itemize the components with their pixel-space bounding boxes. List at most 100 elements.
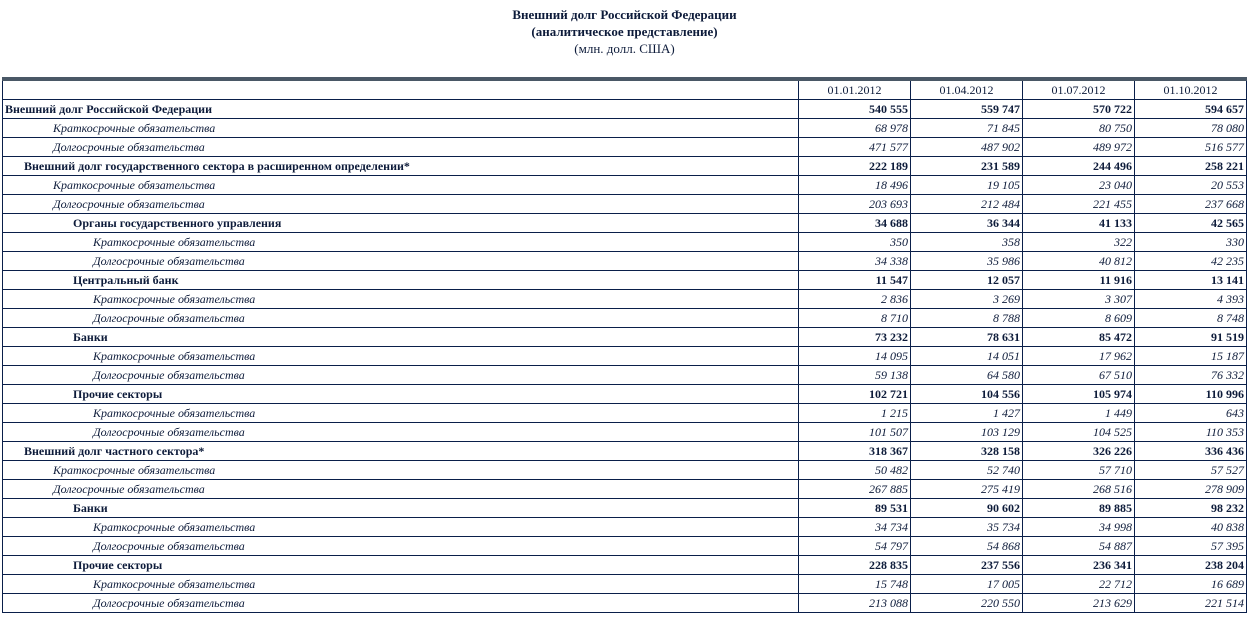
value-cell: 17 005 <box>910 574 1023 594</box>
table-row: Долгосрочные обязательства 34 338 35 986 40… <box>2 251 1247 271</box>
value-cell: 34 734 <box>798 517 911 537</box>
value-cell: 330 <box>1134 232 1247 252</box>
row-label: Долгосрочные обязательства <box>2 593 799 613</box>
row-label: Прочие секторы <box>2 384 799 404</box>
value-cell: 110 353 <box>1134 422 1247 442</box>
value-cell: 516 577 <box>1134 137 1247 157</box>
value-cell: 89 531 <box>798 498 911 518</box>
row-label: Долгосрочные обязательства <box>2 194 799 214</box>
value-cell: 78 631 <box>910 327 1023 347</box>
table-row: Банки 89 531 90 602 89 885 98 232 <box>2 498 1247 518</box>
value-cell: 71 845 <box>910 118 1023 138</box>
value-cell: 1 449 <box>1022 403 1135 423</box>
row-label: Органы государственного управления <box>2 213 799 233</box>
value-cell: 358 <box>910 232 1023 252</box>
page-header: Внешний долг Российской Федерации (анали… <box>0 0 1249 57</box>
value-cell: 8 710 <box>798 308 911 328</box>
table-row: Долгосрочные обязательства 213 088 220 550… <box>2 593 1247 613</box>
value-cell: 1 427 <box>910 403 1023 423</box>
table-row: Краткосрочные обязательства 1 215 1 427 1 4… <box>2 403 1247 423</box>
value-cell: 3 307 <box>1022 289 1135 309</box>
row-label: Долгосрочные обязательства <box>2 251 799 271</box>
row-label: Краткосрочные обязательства <box>2 403 799 423</box>
value-cell: 559 747 <box>910 99 1023 119</box>
value-cell: 64 580 <box>910 365 1023 385</box>
value-cell: 11 547 <box>798 270 911 290</box>
value-cell: 54 797 <box>798 536 911 556</box>
value-cell: 14 051 <box>910 346 1023 366</box>
value-cell: 20 553 <box>1134 175 1247 195</box>
label-column-header <box>2 78 799 100</box>
table-row: Прочие секторы 228 835 237 556 236 341 238 2… <box>2 555 1247 575</box>
table-row: Внешний долг частного сектора* 318 367 328… <box>2 441 1247 461</box>
row-label: Внешний долг частного сектора* <box>2 441 799 461</box>
value-cell: 15 748 <box>798 574 911 594</box>
column-header: 01.07.2012 <box>1022 78 1135 100</box>
table-row: Краткосрочные обязательства 18 496 19 105 2… <box>2 175 1247 195</box>
row-label: Краткосрочные обязательства <box>2 346 799 366</box>
value-cell: 213 629 <box>1022 593 1135 613</box>
row-label: Долгосрочные обязательства <box>2 365 799 385</box>
value-cell: 328 158 <box>910 441 1023 461</box>
value-cell: 42 565 <box>1134 213 1247 233</box>
value-cell: 57 710 <box>1022 460 1135 480</box>
value-cell: 52 740 <box>910 460 1023 480</box>
row-label: Внешний долг Российской Федерации <box>2 99 799 119</box>
value-cell: 67 510 <box>1022 365 1135 385</box>
table-row: Краткосрочные обязательства 68 978 71 845 8… <box>2 118 1247 138</box>
value-cell: 76 332 <box>1134 365 1247 385</box>
value-cell: 90 602 <box>910 498 1023 518</box>
table-row: Краткосрочные обязательства 2 836 3 269 3 3… <box>2 289 1247 309</box>
value-cell: 336 436 <box>1134 441 1247 461</box>
row-label: Краткосрочные обязательства <box>2 460 799 480</box>
page-subtitle: (аналитическое представление) <box>531 24 718 39</box>
table-row: Долгосрочные обязательства 471 577 487 902… <box>2 137 1247 157</box>
row-label: Долгосрочные обязательства <box>2 479 799 499</box>
table-row: Краткосрочные обязательства 50 482 52 740 5… <box>2 460 1247 480</box>
table-row: Долгосрочные обязательства 101 507 103 129… <box>2 422 1247 442</box>
row-label: Прочие секторы <box>2 555 799 575</box>
value-cell: 50 482 <box>798 460 911 480</box>
value-cell: 54 887 <box>1022 536 1135 556</box>
external-debt-table: 01.01.2012 01.04.2012 01.07.2012 01.10.2012… <box>2 77 1247 613</box>
row-label: Долгосрочные обязательства <box>2 137 799 157</box>
table-row: Долгосрочные обязательства 59 138 64 580 67… <box>2 365 1247 385</box>
value-cell: 73 232 <box>798 327 911 347</box>
value-cell: 110 996 <box>1134 384 1247 404</box>
value-cell: 1 215 <box>798 403 911 423</box>
table-row: Долгосрочные обязательства 267 885 275 419… <box>2 479 1247 499</box>
table-row: Краткосрочные обязательства 14 095 14 051 1… <box>2 346 1247 366</box>
value-cell: 12 057 <box>910 270 1023 290</box>
value-cell: 221 455 <box>1022 194 1135 214</box>
value-cell: 34 338 <box>798 251 911 271</box>
value-cell: 103 129 <box>910 422 1023 442</box>
value-cell: 3 269 <box>910 289 1023 309</box>
value-cell: 104 556 <box>910 384 1023 404</box>
value-cell: 237 668 <box>1134 194 1247 214</box>
value-cell: 275 419 <box>910 479 1023 499</box>
value-cell: 18 496 <box>798 175 911 195</box>
value-cell: 221 514 <box>1134 593 1247 613</box>
value-cell: 80 750 <box>1022 118 1135 138</box>
value-cell: 236 341 <box>1022 555 1135 575</box>
row-label: Краткосрочные обязательства <box>2 118 799 138</box>
value-cell: 19 105 <box>910 175 1023 195</box>
value-cell: 244 496 <box>1022 156 1135 176</box>
value-cell: 471 577 <box>798 137 911 157</box>
value-cell: 4 393 <box>1134 289 1247 309</box>
value-cell: 540 555 <box>798 99 911 119</box>
row-label: Центральный банк <box>2 270 799 290</box>
value-cell: 104 525 <box>1022 422 1135 442</box>
value-cell: 40 838 <box>1134 517 1247 537</box>
table-row: Краткосрочные обязательства 350 358 322 330 <box>2 232 1247 252</box>
value-cell: 220 550 <box>910 593 1023 613</box>
value-cell: 85 472 <box>1022 327 1135 347</box>
value-cell: 267 885 <box>798 479 911 499</box>
table-row: Долгосрочные обязательства 8 710 8 788 8 60… <box>2 308 1247 328</box>
value-cell: 8 609 <box>1022 308 1135 328</box>
value-cell: 228 835 <box>798 555 911 575</box>
row-label: Краткосрочные обязательства <box>2 574 799 594</box>
row-label: Краткосрочные обязательства <box>2 517 799 537</box>
value-cell: 2 836 <box>798 289 911 309</box>
value-cell: 278 909 <box>1134 479 1247 499</box>
